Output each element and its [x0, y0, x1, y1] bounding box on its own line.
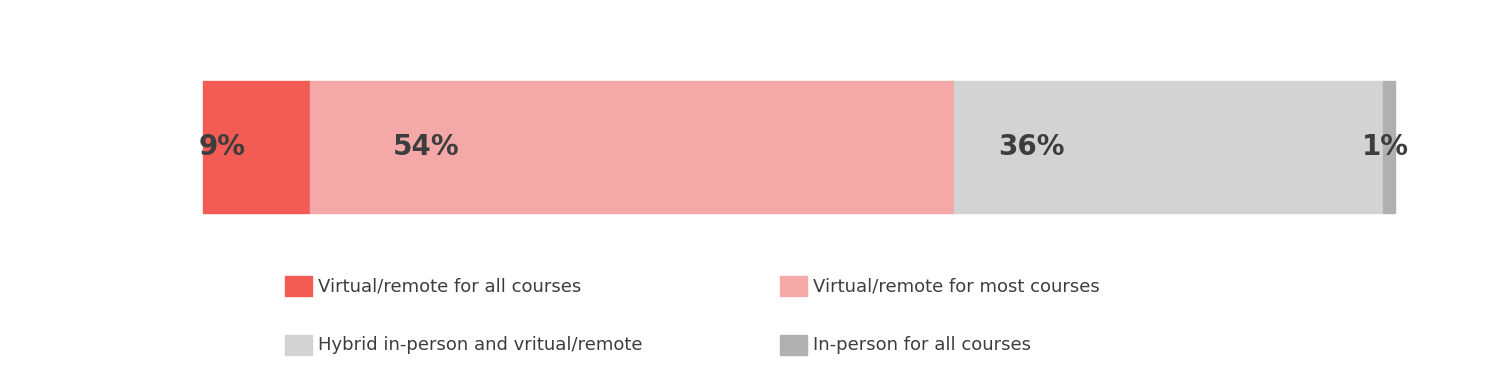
Text: Virtual/remote for most courses: Virtual/remote for most courses: [813, 277, 1100, 295]
Bar: [310, 81, 954, 213]
Text: Virtual/remote for all courses: Virtual/remote for all courses: [318, 277, 582, 295]
Bar: [202, 81, 310, 213]
Bar: [780, 276, 807, 297]
Text: 54%: 54%: [393, 133, 459, 161]
Text: 9%: 9%: [198, 133, 246, 161]
Text: Hybrid in-person and vritual/remote: Hybrid in-person and vritual/remote: [318, 336, 642, 354]
Bar: [285, 335, 312, 355]
Text: 1%: 1%: [1362, 133, 1408, 161]
Text: 36%: 36%: [998, 133, 1065, 161]
Bar: [1383, 81, 1395, 213]
Text: In-person for all courses: In-person for all courses: [813, 336, 1030, 354]
Bar: [780, 335, 807, 355]
Bar: [285, 276, 312, 297]
Bar: [954, 81, 1383, 213]
